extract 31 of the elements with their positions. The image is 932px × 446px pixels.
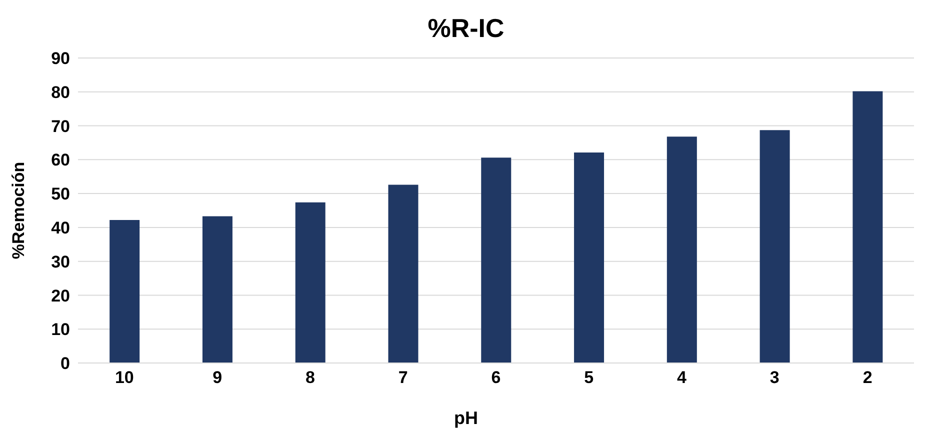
bar xyxy=(202,216,232,363)
x-tick-label: 9 xyxy=(212,368,222,388)
x-tick-label: 4 xyxy=(677,368,688,388)
y-tick-label: 90 xyxy=(51,49,70,68)
x-tick-label: 2 xyxy=(862,368,872,388)
bar xyxy=(574,152,604,363)
bar xyxy=(295,202,326,363)
y-tick-label: 30 xyxy=(51,252,70,272)
y-tick-label: 60 xyxy=(51,150,70,170)
y-tick-label: 50 xyxy=(51,184,70,204)
x-tick-label: 8 xyxy=(305,368,315,388)
x-tick-label: 5 xyxy=(584,368,594,388)
x-tick-label: 6 xyxy=(491,368,501,388)
bar xyxy=(481,158,512,363)
x-tick-label: 3 xyxy=(770,368,780,388)
y-tick-label: 0 xyxy=(60,354,70,374)
bar xyxy=(666,136,697,363)
x-tick-label: 10 xyxy=(114,368,134,388)
y-tick-label: 40 xyxy=(51,218,70,238)
bar xyxy=(852,91,883,363)
bar xyxy=(760,130,790,363)
bar xyxy=(388,184,418,363)
chart-title: %R-IC xyxy=(426,12,506,45)
y-tick-label: 10 xyxy=(51,320,70,340)
y-tick-label: 80 xyxy=(51,82,70,102)
x-axis-title: pH xyxy=(453,408,479,429)
y-tick-label: 70 xyxy=(51,116,70,136)
y-tick-label: 20 xyxy=(51,286,70,306)
y-axis-title: %Remoción xyxy=(9,162,28,260)
bar xyxy=(110,220,140,363)
x-tick-label: 7 xyxy=(398,368,408,388)
